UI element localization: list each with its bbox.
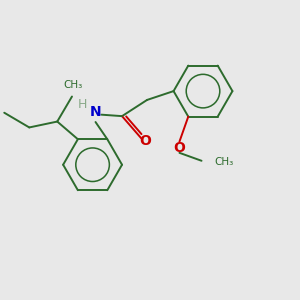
Text: CH₃: CH₃ bbox=[64, 80, 83, 90]
Text: H: H bbox=[78, 98, 87, 111]
Text: CH₃: CH₃ bbox=[215, 157, 234, 167]
Text: O: O bbox=[140, 134, 152, 148]
Text: N: N bbox=[90, 105, 101, 119]
Text: O: O bbox=[173, 141, 185, 155]
